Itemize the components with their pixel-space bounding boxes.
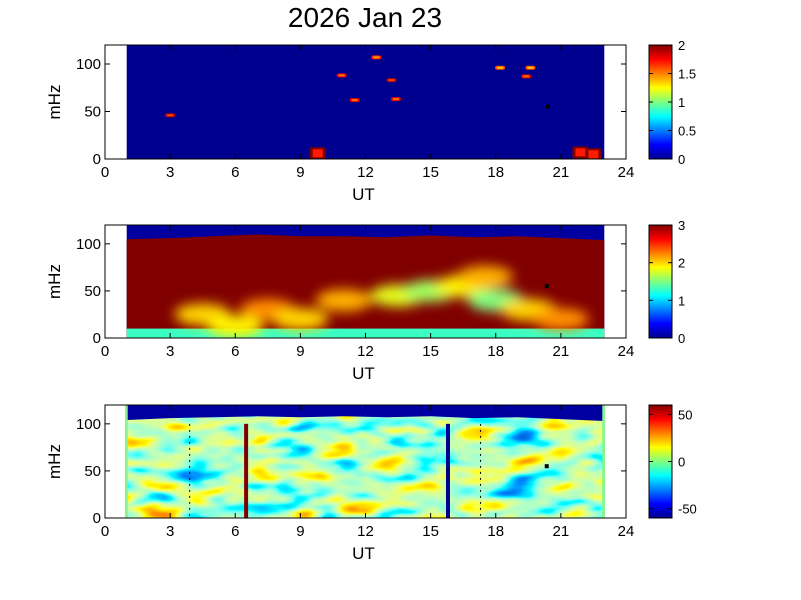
heatmap-feature-core (575, 148, 586, 157)
y-tick-label: 0 (93, 330, 101, 347)
x-tick-label: 12 (357, 164, 374, 181)
x-tick-label: 9 (296, 164, 304, 181)
x-tick-label: 21 (553, 343, 570, 360)
x-tick-label: 18 (487, 523, 504, 540)
heatmap-image (125, 405, 605, 518)
colorbar-tick-label: 0 (678, 152, 685, 167)
heatmap-feature (207, 315, 264, 338)
y-axis-label: mHz (45, 85, 64, 120)
marker-point (544, 464, 549, 469)
heatmap-feature (315, 289, 372, 312)
colorbar-tick-label: 0.5 (678, 124, 696, 139)
x-tick-label: 3 (166, 523, 174, 540)
x-tick-label: 6 (231, 523, 239, 540)
colorbar-tick-label: 2 (678, 38, 685, 53)
x-tick-label: 12 (357, 343, 374, 360)
x-tick-label: 21 (553, 164, 570, 181)
x-tick-label: 0 (101, 164, 109, 181)
heatmap-feature-core (373, 56, 380, 59)
edge-band-left (125, 405, 128, 518)
x-tick-label: 24 (618, 523, 635, 540)
colorbar (648, 224, 673, 339)
colorbar-tick-label: 0 (678, 455, 685, 470)
x-tick-label: 24 (618, 164, 635, 181)
x-tick-label: 6 (231, 343, 239, 360)
y-tick-label: 0 (93, 151, 101, 168)
y-tick-label: 100 (76, 56, 101, 73)
x-tick-label: 9 (296, 343, 304, 360)
colorbar-tick-label: 3 (678, 218, 685, 233)
x-tick-label: 18 (487, 164, 504, 181)
heatmap-feature-core (388, 79, 395, 82)
heatmap-feature-core (312, 149, 323, 158)
x-tick-label: 15 (422, 523, 439, 540)
x-tick-label: 0 (101, 523, 109, 540)
heatmap-image (126, 225, 605, 338)
edge-band-right (602, 405, 605, 518)
marker-point (545, 104, 550, 109)
x-tick-label: 3 (166, 343, 174, 360)
heatmap-features (174, 265, 589, 338)
panel-phase-difference: 0 3 6 9 12 15 18 21 24 0 50 100 UT mHz -50 0 50 (45, 404, 697, 563)
x-tick-label: 15 (422, 343, 439, 360)
masked-region (126, 405, 605, 422)
figure-title: 2026 Jan 23 (287, 2, 443, 33)
heatmap-feature-core (527, 66, 534, 69)
y-axis-label: mHz (45, 444, 64, 479)
y-tick-label: 50 (84, 463, 101, 480)
x-tick-label: 9 (296, 523, 304, 540)
heatmap-feature (272, 308, 329, 331)
colorbar-tick-label: 1.5 (678, 67, 696, 82)
colorbar-tick-label: 50 (678, 407, 692, 422)
y-tick-label: 0 (93, 510, 101, 527)
heatmap-background (126, 45, 605, 159)
y-tick-label: 50 (84, 283, 101, 300)
y-tick-label: 50 (84, 104, 101, 121)
x-axis-label: UT (352, 364, 375, 383)
colorbar-tick-label: -50 (678, 502, 697, 517)
vertical-line (244, 423, 249, 518)
heatmap-noise (126, 405, 605, 518)
marker-point (544, 284, 549, 289)
x-tick-label: 0 (101, 343, 109, 360)
heatmap-feature-core (497, 66, 504, 69)
colorbar-tick-label: 1 (678, 95, 685, 110)
heatmap-feature (456, 265, 513, 288)
x-tick-label: 18 (487, 343, 504, 360)
y-tick-label: 100 (76, 416, 101, 433)
vertical-line (445, 423, 450, 518)
heatmap-feature-core (167, 114, 174, 117)
colorbar-tick-label: 0 (678, 331, 685, 346)
heatmap-feature-core (351, 99, 358, 102)
x-axis-label: UT (352, 544, 375, 563)
heatmap-image (126, 45, 605, 159)
colorbar-tick-label: 2 (678, 256, 685, 271)
heatmap-feature-core (392, 98, 399, 101)
x-tick-label: 24 (618, 343, 635, 360)
x-tick-label: 21 (553, 523, 570, 540)
panel-power-ratio: 0 3 6 9 12 15 18 21 24 0 50 100 UT mHz 0 0.5 1 1.5 2 (45, 38, 696, 204)
heatmap-feature-core (588, 150, 599, 159)
x-tick-label: 3 (166, 164, 174, 181)
x-axis-label: UT (352, 185, 375, 204)
y-tick-label: 100 (76, 236, 101, 253)
x-tick-label: 15 (422, 164, 439, 181)
x-tick-label: 12 (357, 523, 374, 540)
heatmap-feature-core (338, 74, 345, 77)
heatmap-feature-core (523, 75, 530, 78)
x-tick-label: 6 (231, 164, 239, 181)
colorbar-tick-label: 1 (678, 293, 685, 308)
y-axis-label: mHz (45, 264, 64, 299)
heatmap-feature (532, 308, 589, 331)
